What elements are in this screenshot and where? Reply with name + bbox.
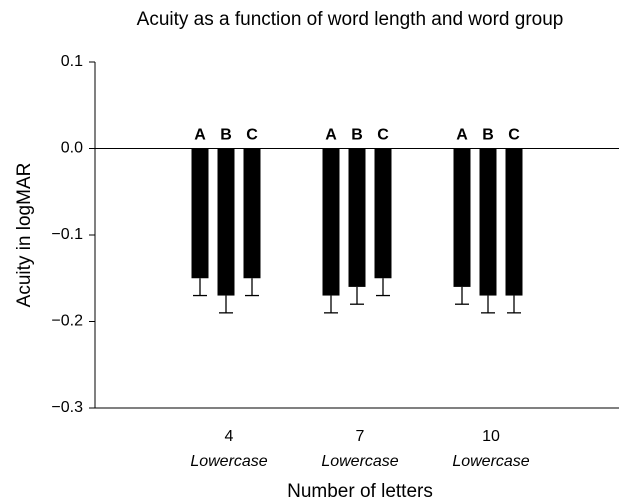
- bar: [348, 148, 366, 287]
- bar-label: C: [246, 127, 258, 144]
- bar: [322, 148, 340, 296]
- bar: [479, 148, 497, 296]
- y-tick-label: −0.2: [51, 313, 83, 330]
- bar-label: B: [351, 127, 363, 144]
- y-tick-label: −0.1: [51, 226, 83, 243]
- y-tick-label: 0.1: [61, 53, 83, 70]
- x-tick-label: 10: [482, 428, 500, 445]
- bar-label: B: [220, 127, 232, 144]
- bar-label: C: [377, 127, 389, 144]
- x-axis-title: Number of letters: [287, 481, 433, 502]
- bar-label: C: [508, 127, 520, 144]
- y-axis-title: Acuity in logMAR: [14, 163, 35, 308]
- bar-label: A: [456, 127, 468, 144]
- bar: [453, 148, 471, 287]
- y-tick-label: 0.0: [61, 140, 83, 157]
- bar-label: A: [194, 127, 206, 144]
- x-tick-label: 4: [225, 428, 234, 445]
- x-tick-sublabel: Lowercase: [452, 453, 529, 470]
- bar: [191, 148, 209, 279]
- bar: [374, 148, 392, 279]
- bar: [505, 148, 523, 296]
- bar-label: A: [325, 127, 337, 144]
- x-tick-label: 7: [356, 428, 365, 445]
- bar-label: B: [482, 127, 494, 144]
- x-tick-sublabel: Lowercase: [321, 453, 398, 470]
- chart-title: Acuity as a function of word length and …: [137, 9, 564, 30]
- y-tick-label: −0.3: [51, 399, 83, 416]
- x-tick-sublabel: Lowercase: [190, 453, 267, 470]
- bar: [217, 148, 235, 296]
- bar: [243, 148, 261, 279]
